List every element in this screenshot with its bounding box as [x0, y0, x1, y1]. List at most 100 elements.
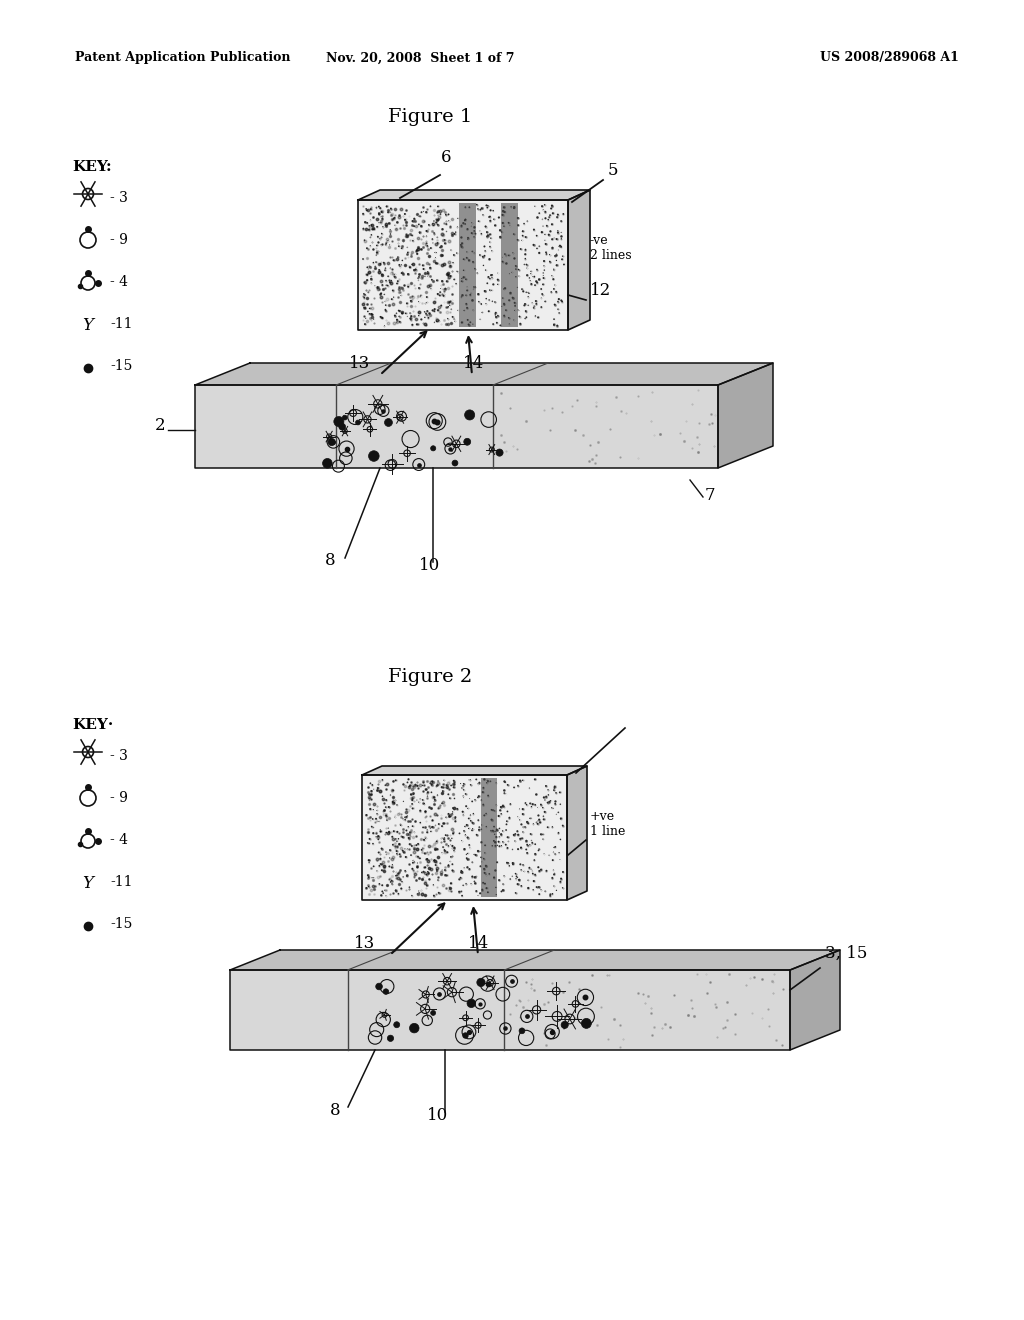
Point: [462, 770, 478, 791]
Point: [468, 866, 484, 887]
Point: [429, 310, 445, 331]
Point: [519, 264, 536, 285]
Point: [503, 197, 519, 218]
Point: [419, 235, 435, 256]
Point: [467, 223, 483, 244]
Point: [372, 228, 388, 249]
Point: [436, 232, 453, 253]
Point: [478, 226, 495, 247]
Point: [374, 854, 390, 875]
Point: [434, 793, 451, 814]
Point: [414, 862, 430, 883]
Point: [417, 301, 433, 322]
Point: [496, 780, 512, 801]
Point: [534, 222, 550, 243]
Point: [521, 857, 538, 878]
Point: [412, 812, 428, 833]
Point: [386, 792, 402, 813]
Point: [366, 252, 382, 273]
Point: [516, 294, 532, 315]
Point: [398, 865, 415, 886]
Point: [377, 257, 393, 279]
Point: [430, 882, 446, 903]
Point: [461, 808, 477, 829]
Point: [472, 220, 488, 242]
Point: [444, 859, 461, 880]
Point: [481, 224, 498, 246]
Point: [360, 219, 377, 240]
Text: 14: 14: [463, 355, 484, 372]
Point: [531, 812, 548, 833]
Point: [507, 830, 523, 851]
Point: [510, 207, 526, 228]
Point: [532, 859, 549, 880]
Point: [488, 313, 505, 334]
Point: [486, 215, 503, 236]
Point: [546, 780, 562, 801]
Point: [470, 841, 486, 862]
Point: [546, 227, 562, 248]
Point: [385, 780, 401, 801]
Point: [535, 829, 551, 850]
Point: [490, 870, 507, 891]
Point: [416, 793, 432, 814]
Point: [552, 829, 568, 850]
Point: [483, 240, 500, 261]
Point: [556, 253, 572, 275]
Point: [368, 808, 384, 829]
Point: [454, 777, 470, 799]
Point: [437, 865, 454, 886]
Point: [361, 829, 378, 850]
Point: [369, 803, 385, 824]
Point: [404, 816, 421, 837]
Point: [510, 300, 526, 321]
Point: [460, 843, 476, 865]
Point: [470, 198, 486, 219]
Point: [458, 209, 474, 230]
Point: [521, 808, 538, 829]
Point: [427, 814, 443, 836]
Point: [434, 859, 451, 880]
Point: [537, 801, 553, 822]
Point: [518, 830, 535, 851]
Text: Y: Y: [83, 875, 93, 892]
Point: [489, 834, 506, 855]
Point: [453, 234, 469, 255]
Point: [368, 244, 384, 265]
Point: [473, 293, 489, 314]
Point: [495, 832, 511, 853]
Point: [492, 826, 508, 847]
Point: [535, 797, 551, 818]
Text: 8: 8: [325, 552, 335, 569]
Point: [406, 260, 422, 281]
Point: [395, 866, 412, 887]
Point: [357, 308, 374, 329]
Point: [518, 301, 535, 322]
Point: [520, 878, 537, 899]
Point: [458, 293, 474, 314]
Point: [461, 834, 477, 855]
Point: [419, 822, 435, 843]
Point: [500, 775, 516, 796]
Point: [442, 873, 459, 894]
Point: [436, 828, 453, 849]
Point: [477, 834, 494, 855]
Point: [435, 837, 452, 858]
Point: [462, 788, 478, 809]
Point: [416, 829, 432, 850]
Point: [442, 846, 459, 867]
Point: [459, 242, 475, 263]
Point: [401, 256, 418, 277]
Point: [440, 854, 457, 875]
Point: [437, 807, 454, 828]
Point: [505, 854, 521, 875]
Point: [399, 838, 416, 859]
Point: [400, 224, 417, 246]
Point: [509, 230, 525, 251]
Point: [486, 832, 503, 853]
Point: [420, 263, 436, 284]
Point: [411, 267, 427, 288]
Point: [400, 816, 417, 837]
Point: [536, 805, 552, 826]
Point: [547, 294, 563, 315]
